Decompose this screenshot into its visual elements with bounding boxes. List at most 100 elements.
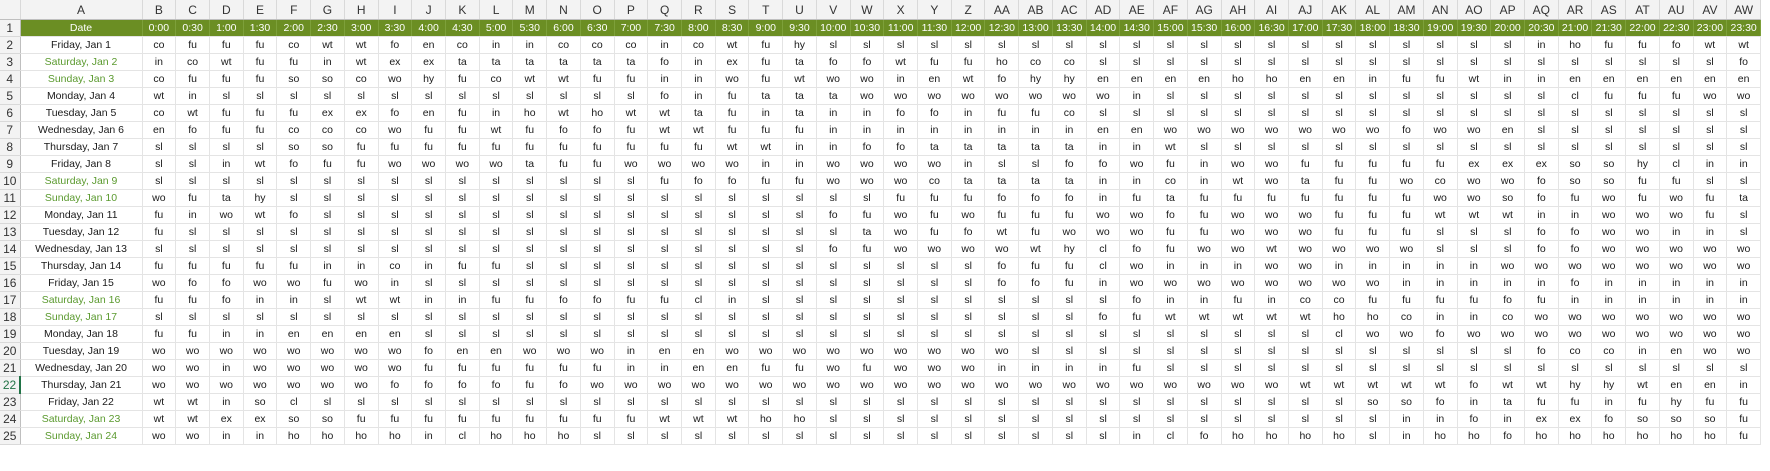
activity-cell[interactable]: wo [1457, 172, 1492, 190]
activity-cell[interactable]: sl [951, 393, 986, 411]
activity-cell[interactable]: sl [1457, 342, 1492, 360]
activity-cell[interactable]: co [310, 121, 345, 139]
activity-cell[interactable]: fu [1389, 155, 1424, 173]
activity-cell[interactable]: sl [1355, 410, 1391, 428]
activity-cell[interactable]: sl [1490, 87, 1525, 105]
date-cell[interactable]: Thursday, Jan 7 [20, 138, 143, 156]
activity-cell[interactable]: fu [546, 138, 581, 156]
activity-cell[interactable]: in [243, 291, 278, 309]
activity-cell[interactable]: fo [816, 206, 851, 224]
activity-cell[interactable]: fu [276, 53, 312, 71]
time-header-cell[interactable]: 23:00 [1693, 19, 1728, 37]
activity-cell[interactable]: sl [580, 325, 615, 343]
activity-cell[interactable]: sl [614, 172, 649, 190]
activity-cell[interactable]: wo [378, 342, 413, 360]
activity-cell[interactable]: sl [445, 223, 480, 241]
activity-cell[interactable]: fu [1659, 87, 1694, 105]
activity-cell[interactable]: wt [715, 36, 750, 54]
activity-cell[interactable]: fo [1423, 393, 1458, 411]
activity-cell[interactable]: fu [1625, 172, 1660, 190]
activity-cell[interactable]: fu [1153, 223, 1188, 241]
activity-cell[interactable]: fu [512, 359, 548, 377]
activity-cell[interactable]: wt [1018, 240, 1053, 258]
activity-cell[interactable]: fo [1524, 189, 1559, 207]
activity-cell[interactable]: fu [715, 87, 750, 105]
activity-cell[interactable]: sl [1490, 223, 1525, 241]
activity-cell[interactable]: sl [344, 223, 379, 241]
activity-cell[interactable]: ho [512, 427, 548, 445]
activity-cell[interactable]: in [1659, 274, 1694, 292]
activity-cell[interactable]: sl [1322, 36, 1357, 54]
activity-cell[interactable]: fu [479, 257, 514, 275]
activity-cell[interactable]: wo [1254, 223, 1289, 241]
activity-cell[interactable]: cl [1086, 257, 1121, 275]
activity-cell[interactable]: sl [445, 308, 480, 326]
activity-cell[interactable]: fo [984, 70, 1020, 88]
activity-cell[interactable]: ex [1558, 410, 1593, 428]
activity-cell[interactable]: sl [1355, 138, 1391, 156]
activity-cell[interactable]: fu [310, 155, 345, 173]
activity-cell[interactable]: fu [850, 206, 885, 224]
column-header-ad[interactable]: AD [1086, 0, 1121, 20]
date-header-cell[interactable]: Date [20, 19, 143, 37]
activity-cell[interactable]: sl [344, 393, 379, 411]
activity-cell[interactable]: sl [546, 240, 581, 258]
activity-cell[interactable]: en [715, 359, 750, 377]
activity-cell[interactable]: wo [1187, 274, 1222, 292]
activity-cell[interactable]: sl [1693, 104, 1728, 122]
activity-cell[interactable]: wo [850, 155, 885, 173]
column-header-ai[interactable]: AI [1254, 0, 1289, 20]
activity-cell[interactable]: in [142, 53, 177, 71]
activity-cell[interactable]: fo [546, 121, 581, 139]
activity-cell[interactable]: sl [782, 189, 817, 207]
activity-cell[interactable]: wo [1052, 223, 1087, 241]
activity-cell[interactable]: sl [1086, 291, 1121, 309]
activity-cell[interactable]: ho [1254, 427, 1289, 445]
activity-cell[interactable]: en [1119, 121, 1155, 139]
time-header-cell[interactable]: 22:00 [1625, 19, 1660, 37]
row-header[interactable]: 13 [0, 223, 21, 241]
activity-cell[interactable]: en [445, 342, 480, 360]
activity-cell[interactable]: sl [310, 291, 345, 309]
activity-cell[interactable]: sl [142, 172, 177, 190]
time-header-cell[interactable]: 4:00 [411, 19, 446, 37]
activity-cell[interactable]: fu [175, 325, 210, 343]
activity-cell[interactable]: cl [276, 393, 312, 411]
activity-cell[interactable]: fu [175, 70, 210, 88]
activity-cell[interactable]: ho [546, 427, 581, 445]
time-header-cell[interactable]: 3:30 [378, 19, 413, 37]
time-header-cell[interactable]: 16:30 [1254, 19, 1289, 37]
activity-cell[interactable]: cl [1153, 427, 1188, 445]
row-header[interactable]: 20 [0, 342, 21, 360]
activity-cell[interactable]: wo [1726, 240, 1761, 258]
activity-cell[interactable]: sl [1355, 359, 1391, 377]
activity-cell[interactable]: co [1153, 172, 1188, 190]
activity-cell[interactable]: sl [1693, 138, 1728, 156]
column-header-i[interactable]: I [378, 0, 413, 20]
activity-cell[interactable]: wt [1423, 376, 1458, 394]
date-cell[interactable]: Wednesday, Jan 6 [20, 121, 143, 139]
column-header-k[interactable]: K [445, 0, 480, 20]
activity-cell[interactable]: sl [715, 206, 750, 224]
activity-cell[interactable]: fu [1355, 155, 1391, 173]
activity-cell[interactable]: fu [1052, 257, 1087, 275]
activity-cell[interactable]: fo [1558, 240, 1593, 258]
activity-cell[interactable]: ta [614, 53, 649, 71]
activity-cell[interactable]: in [1355, 70, 1391, 88]
activity-cell[interactable]: fo [1018, 274, 1053, 292]
activity-cell[interactable]: sl [1052, 342, 1087, 360]
activity-cell[interactable]: fu [1524, 291, 1559, 309]
activity-cell[interactable]: wo [984, 87, 1020, 105]
activity-cell[interactable]: fu [512, 291, 548, 309]
column-header-d[interactable]: D [209, 0, 244, 20]
date-cell[interactable]: Sunday, Jan 3 [20, 70, 143, 88]
activity-cell[interactable]: fu [209, 70, 244, 88]
activity-cell[interactable]: wo [1254, 257, 1289, 275]
activity-cell[interactable]: sl [917, 257, 952, 275]
activity-cell[interactable]: sl [411, 393, 446, 411]
activity-cell[interactable]: wo [1659, 206, 1694, 224]
row-header[interactable]: 5 [0, 87, 21, 105]
activity-cell[interactable]: wo [1726, 257, 1761, 275]
activity-cell[interactable]: fu [647, 172, 682, 190]
activity-cell[interactable]: fu [1558, 189, 1593, 207]
